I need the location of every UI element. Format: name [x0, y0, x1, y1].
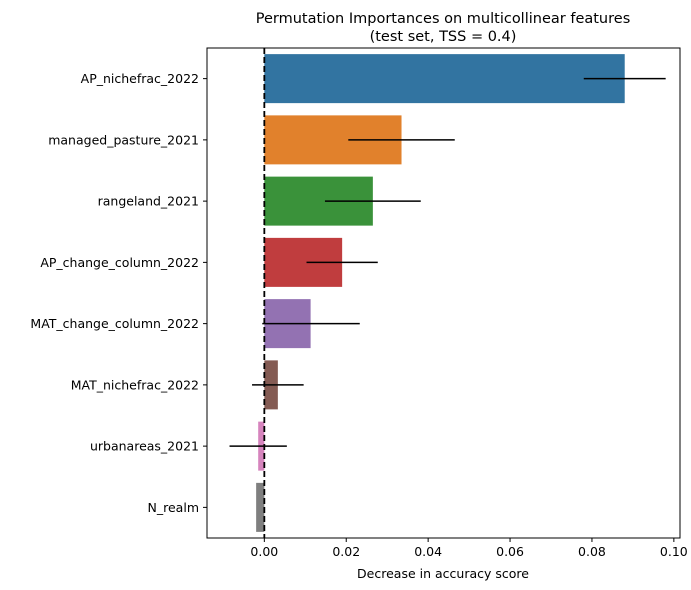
bars-group: [256, 54, 625, 532]
y-tick-label: rangeland_2021: [98, 194, 199, 209]
x-tick-label: 0.06: [496, 544, 524, 559]
bar-AP_nichefrac_2022: [264, 54, 625, 104]
x-tick-label: 0.08: [578, 544, 606, 559]
bar-N_realm: [256, 482, 265, 532]
chart-title: Permutation Importances on multicollinea…: [256, 11, 631, 27]
plot-frame: [206, 47, 681, 539]
x-axis-ticks: 0.00 0.02 0.04 0.06 0.08 0.10: [250, 538, 688, 559]
y-tick-label: MAT_nichefrac_2022: [71, 377, 199, 392]
x-axis-label: Decrease in accuracy score: [357, 566, 529, 581]
x-tick-label: 0.04: [414, 544, 442, 559]
y-tick-label: AP_nichefrac_2022: [81, 71, 199, 86]
y-tick-label: AP_change_column_2022: [40, 255, 199, 270]
y-tick-label: MAT_change_column_2022: [30, 316, 199, 331]
error-bars-group: [229, 77, 666, 447]
y-tick-label: N_realm: [148, 500, 199, 515]
y-axis-ticks: AP_nichefrac_2022 managed_pasture_2021ran…: [30, 71, 207, 515]
x-tick-label: 0.02: [332, 544, 360, 559]
x-tick-label: 0.00: [250, 544, 278, 559]
x-tick-label: 0.10: [660, 544, 688, 559]
y-tick-label: urbanareas_2021: [90, 439, 199, 454]
y-tick-label: managed_pasture_2021: [48, 132, 199, 147]
chart-subtitle: (test set, TSS = 0.4): [370, 29, 517, 45]
